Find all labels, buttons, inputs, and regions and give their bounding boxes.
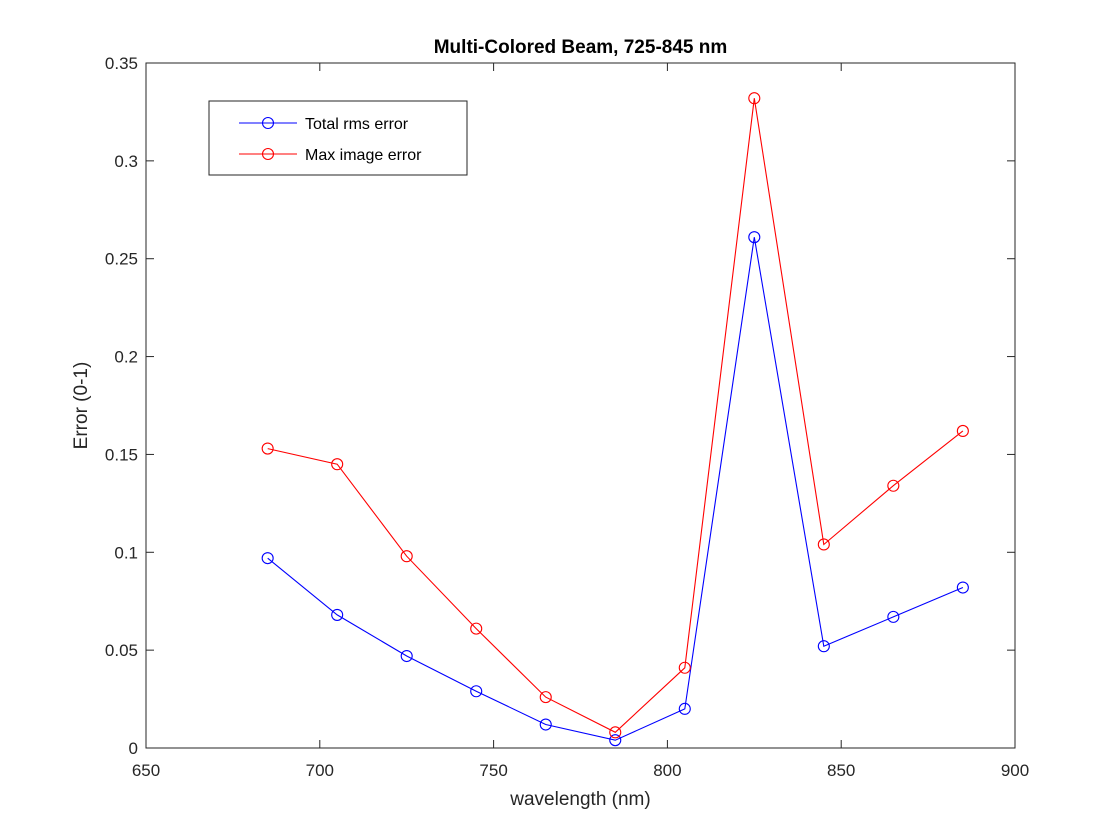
- y-tick-label: 0.05: [105, 641, 138, 660]
- data-point-total-rms-error: [331, 608, 344, 621]
- data-point-total-rms-error: [678, 702, 691, 715]
- y-tick-label: 0.25: [105, 250, 138, 269]
- y-tick-label: 0.2: [114, 348, 138, 367]
- data-point-max-image-error: [956, 424, 969, 437]
- y-tick-label: 0.3: [114, 152, 138, 171]
- data-point-max-image-error: [331, 458, 344, 471]
- x-axis-label: wavelength (nm): [509, 789, 650, 810]
- x-tick-label: 700: [306, 761, 334, 780]
- ticks-layer: 650 700 750 800 850 900 0 0.05 0.1 0.15 0.2 0.25 0.3…: [105, 54, 1029, 780]
- data-point-max-image-error: [261, 442, 274, 455]
- chart-title: Multi-Colored Beam, 725-845 nm: [434, 37, 728, 58]
- data-point-total-rms-error: [748, 231, 761, 244]
- series-total-rms-error: [261, 231, 969, 747]
- data-point-max-image-error: [678, 661, 691, 674]
- data-point-max-image-error: [400, 550, 413, 563]
- x-tick-label: 650: [132, 761, 160, 780]
- x-tick-label: 900: [1001, 761, 1029, 780]
- y-tick-label: 0.15: [105, 445, 138, 464]
- legend-swatch-marker: [261, 116, 275, 130]
- x-tick-label: 850: [827, 761, 855, 780]
- legend-swatch-marker: [261, 147, 275, 161]
- x-tick-label: 750: [479, 761, 507, 780]
- data-point-max-image-error: [887, 479, 900, 492]
- data-point-max-image-error: [470, 622, 483, 635]
- data-point-total-rms-error: [470, 685, 483, 698]
- y-axis-label: Error (0-1): [71, 362, 92, 450]
- data-point-max-image-error: [609, 726, 622, 739]
- y-tick-label: 0: [129, 739, 138, 758]
- data-point-max-image-error: [817, 538, 830, 551]
- data-point-total-rms-error: [887, 610, 900, 623]
- series-line-max-image-error: [267, 98, 964, 733]
- series-max-image-error: [261, 92, 969, 739]
- legend-label: Max image error: [305, 147, 422, 164]
- plot-area: [146, 63, 1015, 748]
- data-point-total-rms-error: [400, 649, 413, 663]
- legend-box: [208, 100, 468, 176]
- plot-frame: [145, 62, 1016, 749]
- y-tick-label: 0.1: [114, 543, 138, 562]
- legend-label: Total rms error: [305, 116, 409, 133]
- data-point-total-rms-error: [539, 718, 552, 731]
- y-tick-label: 0.35: [105, 54, 138, 73]
- series-line-total-rms-error: [267, 237, 964, 741]
- data-point-total-rms-error: [609, 734, 622, 747]
- data-point-max-image-error: [539, 691, 552, 704]
- series-layer: [261, 92, 969, 747]
- data-point-total-rms-error: [817, 640, 830, 653]
- data-point-total-rms-error: [956, 581, 969, 594]
- legend: Total rms error Max image error: [208, 100, 468, 176]
- x-tick-label: 800: [653, 761, 681, 780]
- data-point-total-rms-error: [261, 552, 274, 565]
- data-point-max-image-error: [748, 92, 761, 105]
